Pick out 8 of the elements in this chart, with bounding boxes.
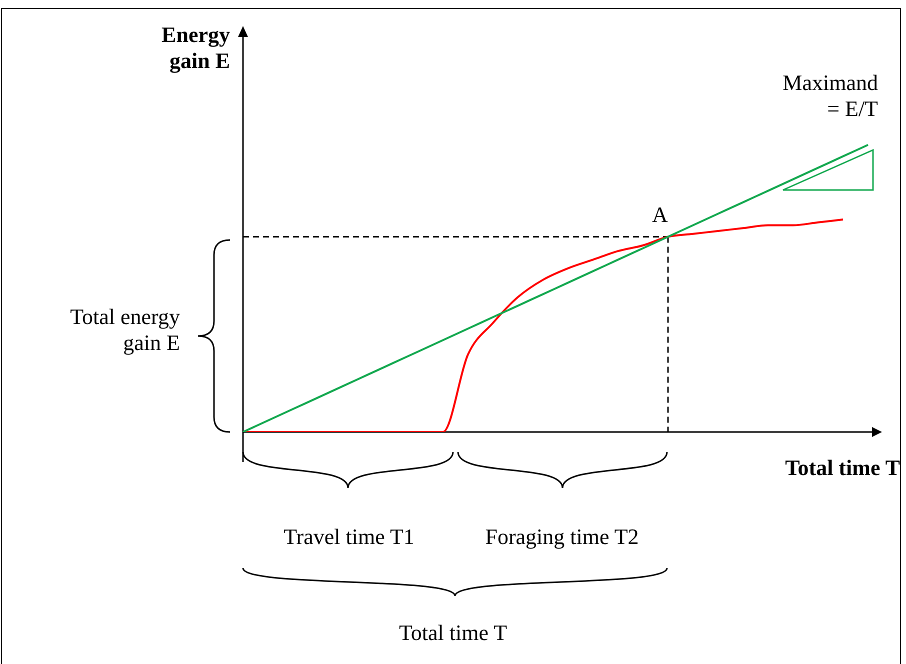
text: Total energy gain E: [69, 304, 180, 356]
annotation: A: [652, 202, 668, 228]
text: Travel time T1: [282, 524, 416, 550]
x-axis-title: Total time T: [784, 455, 900, 481]
text: Foraging time T2: [484, 524, 640, 550]
text: Maximand = E/T: [782, 70, 878, 122]
text: Total time T: [398, 620, 508, 646]
y-axis-title: Energy gain E: [160, 22, 230, 74]
